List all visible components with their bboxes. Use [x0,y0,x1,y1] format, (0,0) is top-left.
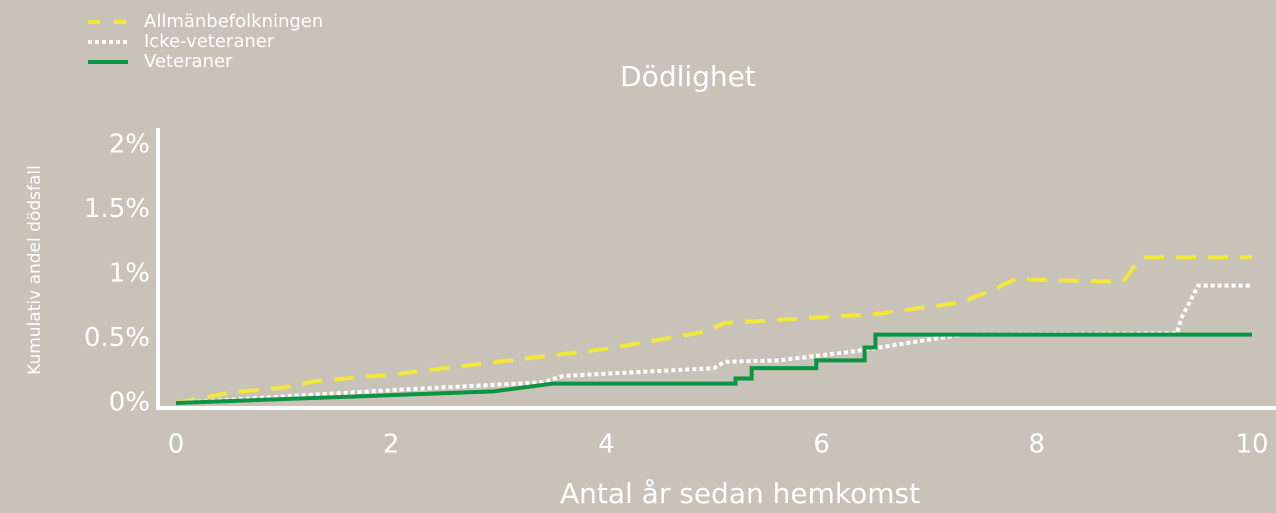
legend-label: Allmänbefolkningen [144,11,323,32]
legend-label: Veteraner [144,51,233,72]
x-tick-label: 0 [168,430,185,460]
x-axis-label: Antal år sedan hemkomst [560,477,920,510]
x-tick-label: 2 [383,430,400,460]
series-line [175,255,1252,405]
chart-title: Dödlighet [620,60,756,93]
y-tick-label: 1% [109,259,150,289]
x-tick-label: 6 [813,430,830,460]
x-tick-label: 4 [598,430,615,460]
series-line [175,332,1252,405]
y-tick-label: 0.5% [84,323,150,353]
series-line [175,283,1252,405]
y-tick-label: 1.5% [84,194,150,224]
x-tick-label: 10 [1235,430,1268,460]
legend-label: Icke-veteraner [144,31,275,52]
x-tick-label: 8 [1029,430,1046,460]
y-tick-label: 0% [109,388,150,418]
y-axis-label: Kumulativ andel dödsfall [25,165,45,375]
y-tick-label: 2% [109,130,150,160]
